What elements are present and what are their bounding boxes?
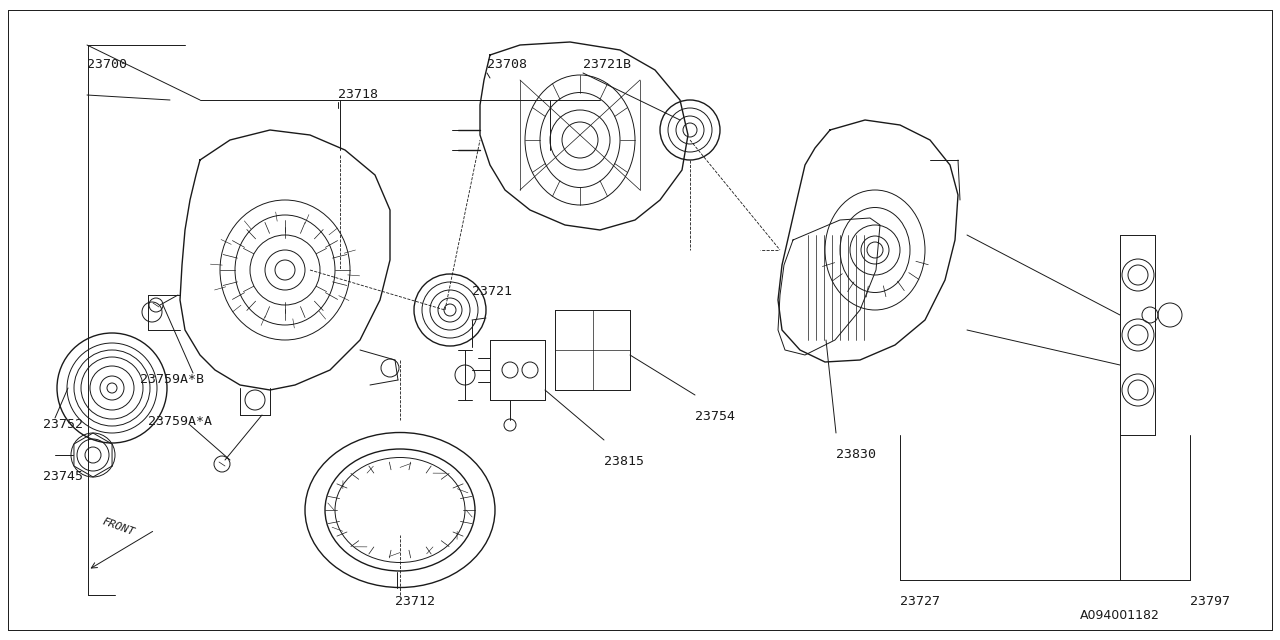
Text: 23759A*B: 23759A*B: [140, 373, 204, 386]
Text: 23712: 23712: [396, 595, 435, 608]
Text: 23721B: 23721B: [582, 58, 631, 71]
Text: 23815: 23815: [604, 455, 644, 468]
Text: 23708: 23708: [486, 58, 527, 71]
Text: A094001182: A094001182: [1080, 609, 1160, 622]
Text: 23745: 23745: [44, 470, 83, 483]
Text: 23718: 23718: [338, 88, 378, 101]
Text: 23830: 23830: [836, 448, 876, 461]
Text: 23727: 23727: [900, 595, 940, 608]
Text: 23754: 23754: [695, 410, 735, 423]
Text: 23721: 23721: [472, 285, 512, 298]
Text: 23797: 23797: [1190, 595, 1230, 608]
Text: 23759A*A: 23759A*A: [148, 415, 212, 428]
Text: 23700: 23700: [87, 58, 127, 71]
Text: 23752: 23752: [44, 418, 83, 431]
Text: FRONT: FRONT: [100, 516, 136, 537]
